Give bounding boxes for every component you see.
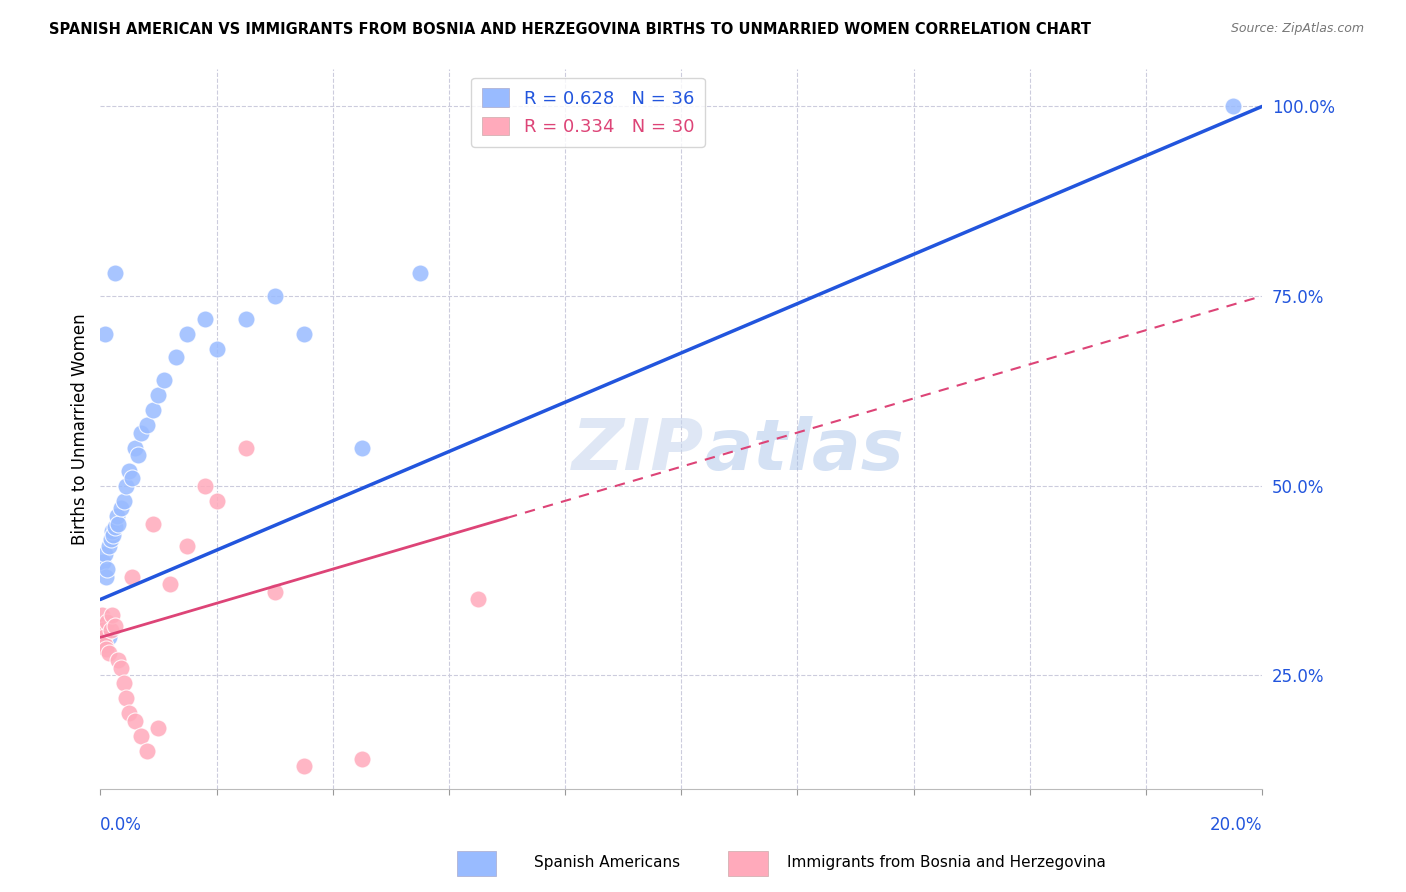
Point: [142, 402, 165, 417]
Point: [110, 501, 132, 516]
Point: [91, 555, 114, 569]
Point: [263, 585, 285, 599]
Point: [159, 577, 181, 591]
Point: [148, 387, 170, 401]
Point: [263, 289, 285, 303]
Point: [100, 532, 122, 546]
Point: [96, 641, 118, 656]
Text: ZIP: ZIP: [572, 416, 704, 485]
Point: [124, 714, 146, 728]
Point: [94, 326, 117, 341]
Y-axis label: Births to Unmarried Women: Births to Unmarried Women: [72, 313, 89, 545]
Point: [91, 623, 114, 637]
Point: [112, 494, 135, 508]
Point: [1222, 99, 1244, 113]
Point: [142, 516, 165, 531]
Point: [350, 441, 373, 455]
Text: 0.0%: 0.0%: [100, 815, 142, 834]
Text: Immigrants from Bosnia and Herzegovina: Immigrants from Bosnia and Herzegovina: [787, 855, 1107, 870]
Point: [105, 509, 128, 524]
Point: [93, 631, 115, 645]
Text: 20.0%: 20.0%: [1209, 815, 1263, 834]
Point: [148, 722, 170, 736]
Point: [135, 744, 157, 758]
Point: [165, 350, 187, 364]
Point: [104, 619, 127, 633]
Point: [90, 607, 112, 622]
Point: [350, 752, 373, 766]
Text: Spanish Americans: Spanish Americans: [534, 855, 681, 870]
Point: [292, 326, 315, 341]
Point: [104, 266, 127, 280]
Point: [176, 326, 198, 341]
Point: [107, 516, 129, 531]
Point: [121, 471, 143, 485]
Point: [101, 524, 124, 539]
Point: [176, 540, 198, 554]
Point: [129, 729, 152, 743]
Point: [107, 653, 129, 667]
Point: [194, 479, 217, 493]
Text: SPANISH AMERICAN VS IMMIGRANTS FROM BOSNIA AND HERZEGOVINA BIRTHS TO UNMARRIED W: SPANISH AMERICAN VS IMMIGRANTS FROM BOSN…: [49, 22, 1091, 37]
Point: [104, 520, 127, 534]
Point: [292, 759, 315, 773]
Point: [96, 562, 118, 576]
Point: [121, 570, 143, 584]
Point: [100, 623, 122, 637]
Point: [101, 607, 124, 622]
Point: [118, 706, 141, 721]
Point: [129, 425, 152, 440]
Point: [96, 615, 118, 630]
Point: [235, 311, 257, 326]
Text: atlas: atlas: [704, 416, 904, 485]
Point: [409, 266, 432, 280]
Point: [115, 691, 138, 706]
Point: [98, 631, 121, 645]
Point: [98, 540, 121, 554]
Point: [205, 494, 228, 508]
Point: [127, 448, 149, 462]
Point: [467, 592, 489, 607]
Point: [235, 441, 257, 455]
Point: [205, 342, 228, 356]
Point: [118, 463, 141, 477]
Point: [94, 547, 117, 561]
Point: [194, 311, 217, 326]
Point: [98, 646, 121, 660]
Point: [94, 638, 117, 652]
Point: [135, 417, 157, 432]
Point: [112, 676, 135, 690]
Point: [124, 441, 146, 455]
Point: [110, 661, 132, 675]
Text: Source: ZipAtlas.com: Source: ZipAtlas.com: [1230, 22, 1364, 36]
Point: [101, 528, 124, 542]
Point: [96, 570, 118, 584]
Legend: R = 0.628   N = 36, R = 0.334   N = 30: R = 0.628 N = 36, R = 0.334 N = 30: [471, 78, 704, 147]
Point: [115, 479, 138, 493]
Point: [153, 372, 176, 386]
